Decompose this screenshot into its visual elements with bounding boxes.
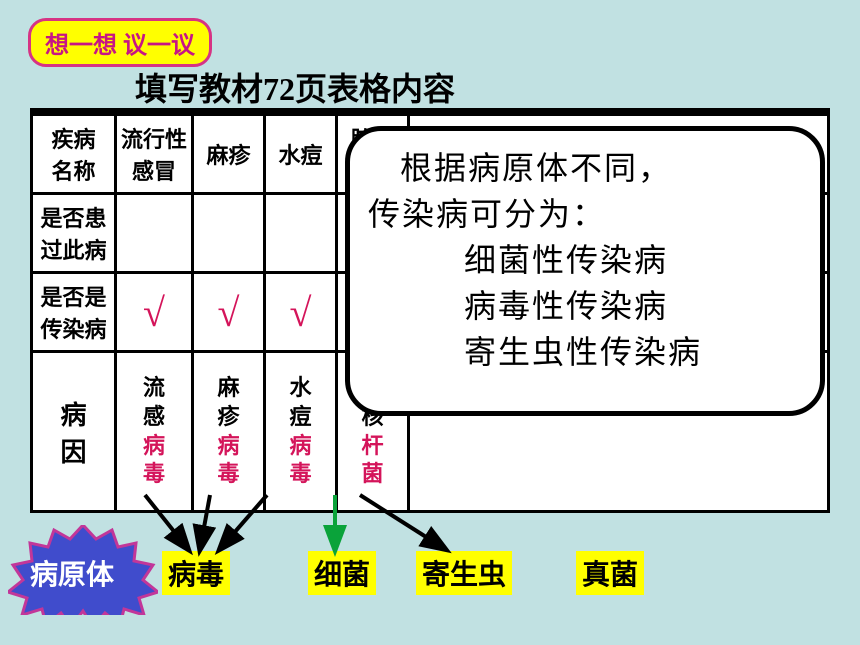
col-header: 麻疹 [193, 115, 265, 194]
callout-item: 寄生虫性传染病 [464, 327, 802, 373]
checkmark-icon: √ [264, 273, 336, 352]
callout-line2: 传染病可分为： [368, 189, 802, 235]
header-bubble: 想一想 议一议 [28, 18, 212, 67]
cell [193, 194, 265, 273]
checkmark-icon: √ [115, 273, 192, 352]
callout-line1: 根据病原体不同， [368, 143, 802, 189]
cell [115, 194, 192, 273]
row-label: 疾病 名称 [32, 115, 116, 194]
arrow-icon [355, 495, 455, 560]
row-label: 是否患 过此病 [32, 194, 116, 273]
callout-box: 根据病原体不同， 传染病可分为： 细菌性传染病 病毒性传染病 寄生虫性传染病 [345, 126, 825, 416]
header-bubble-text: 想一想 议一议 [45, 33, 195, 59]
cause-cell: 流 感 病 毒 [115, 352, 192, 512]
callout-item: 细菌性传染病 [464, 235, 802, 281]
cause-top: 流 感 [121, 374, 187, 431]
cause-bottom: 病 毒 [270, 432, 331, 489]
cause-cell: 水 痘 病 毒 [264, 352, 336, 512]
row-label: 是否是 传染病 [32, 273, 116, 352]
arrow-icon [140, 495, 200, 560]
checkmark-icon: √ [193, 273, 265, 352]
cause-bottom: 病 毒 [121, 432, 187, 489]
col-header: 流行性 感冒 [115, 115, 192, 194]
cell [264, 194, 336, 273]
cause-bottom: 病 毒 [198, 432, 259, 489]
cause-bottom: 杆 菌 [342, 432, 403, 489]
cause-cell: 麻 疹 病 毒 [193, 352, 265, 512]
category-fungus: 真菌 [576, 551, 644, 595]
arrow-icon [320, 495, 350, 560]
page-title: 填写教材72页表格内容 [135, 64, 455, 110]
row-label: 病 因 [32, 352, 116, 512]
col-header: 水痘 [264, 115, 336, 194]
callout-item: 病毒性传染病 [464, 281, 802, 327]
arrow-icon [215, 495, 285, 560]
starburst-label: 病原体 [30, 553, 114, 593]
cause-top: 水 痘 [270, 374, 331, 431]
cause-top: 麻 疹 [198, 374, 259, 431]
